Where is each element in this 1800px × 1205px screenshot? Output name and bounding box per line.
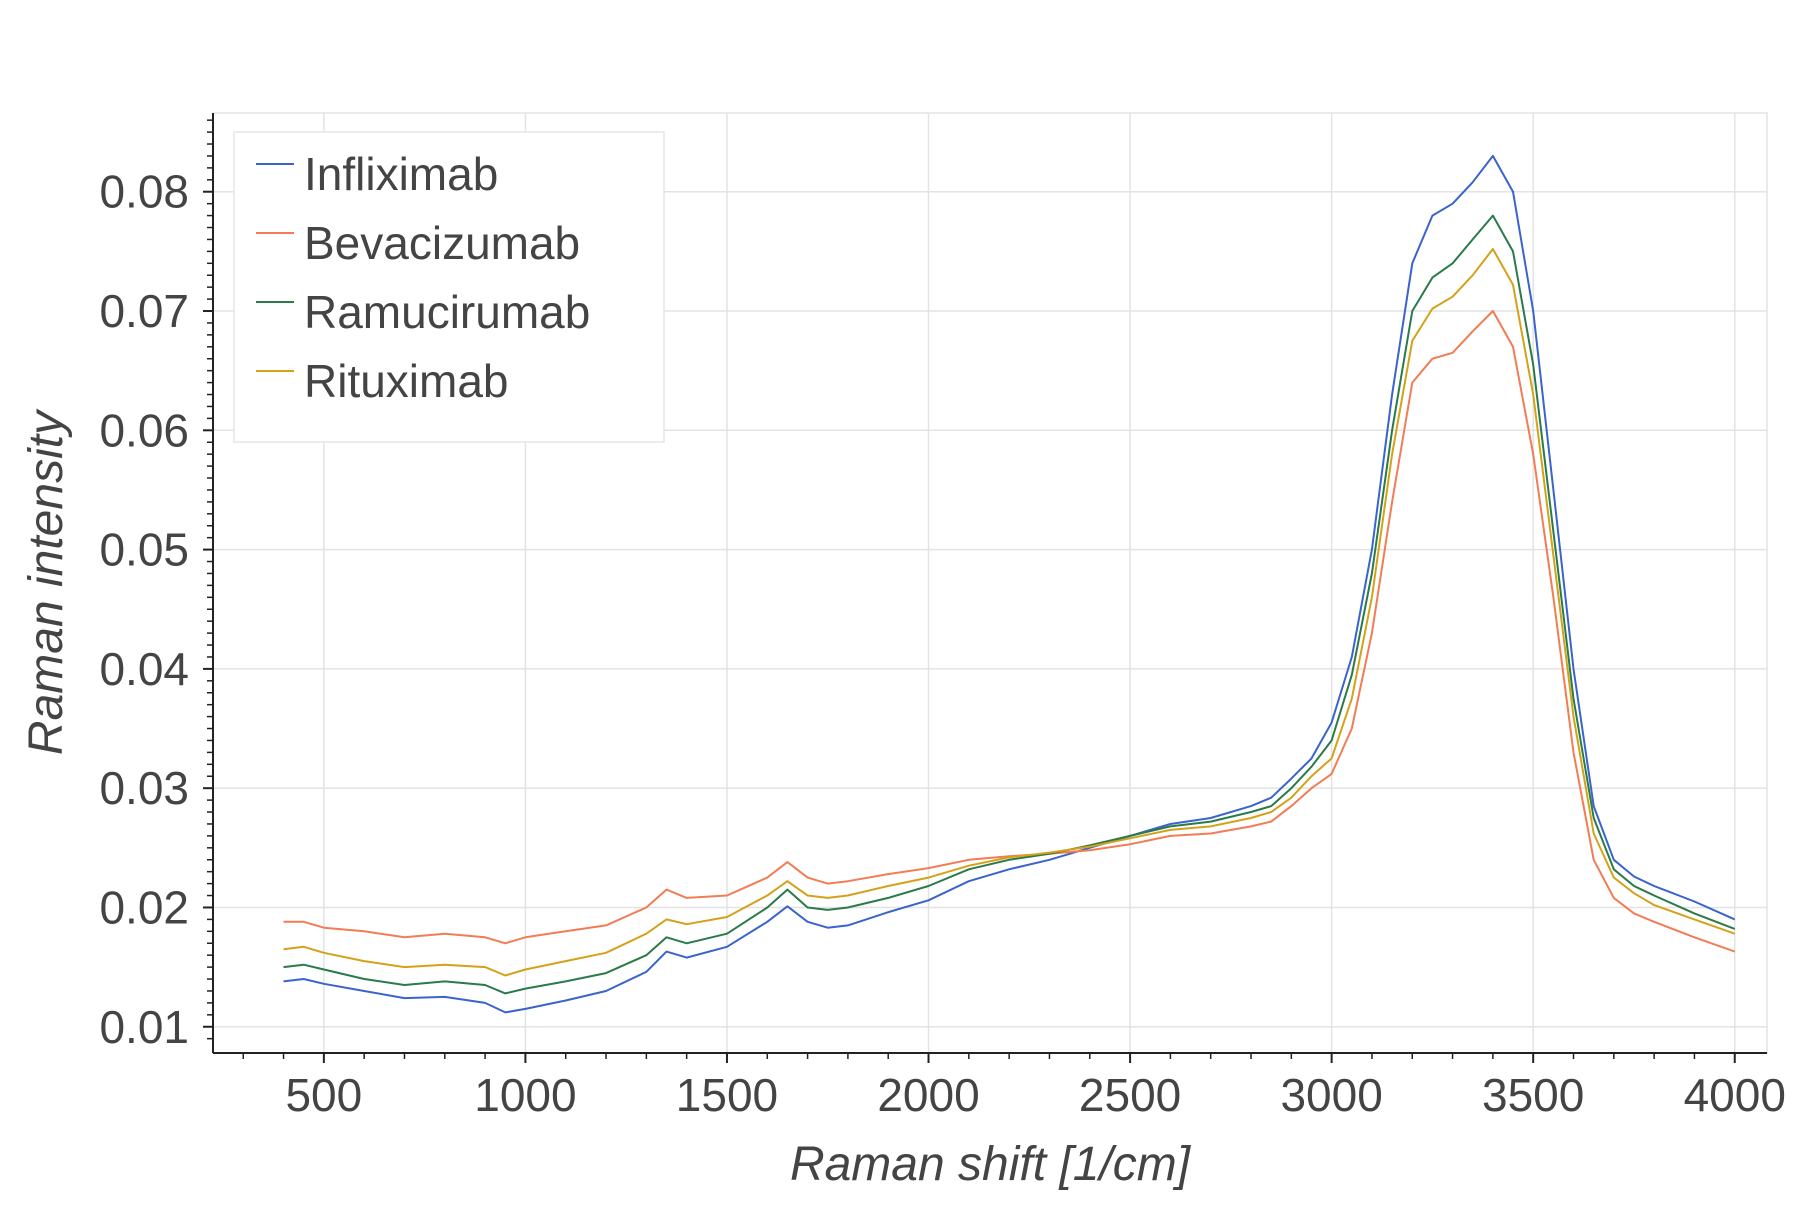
x-tick-label: 4000 [1684, 1069, 1786, 1121]
legend-label: Ramucirumab [304, 286, 590, 338]
x-tick-label: 2000 [877, 1069, 979, 1121]
series-line-ramucirumab [283, 214, 1736, 995]
y-tick-label: 0.04 [99, 643, 189, 695]
y-tick-label: 0.02 [99, 881, 189, 933]
y-tick-label: 0.01 [99, 1001, 189, 1053]
x-axis-title: Raman shift [1/cm] [790, 1138, 1192, 1191]
y-tick-label: 0.08 [99, 166, 189, 218]
y-tick-label: 0.07 [99, 285, 189, 337]
legend-box [233, 131, 665, 443]
series-lines [283, 154, 1736, 1014]
y-tick-label: 0.06 [99, 404, 189, 456]
x-tick-label: 500 [285, 1069, 362, 1121]
x-tick-label: 1500 [676, 1069, 778, 1121]
legend-label: Infliximab [304, 148, 498, 200]
y-tick-label: 0.05 [99, 524, 189, 576]
x-tick-label: 1000 [474, 1069, 576, 1121]
x-tick-label: 2500 [1079, 1069, 1181, 1121]
legend-label: Rituximab [304, 355, 509, 407]
axes: 500 1000 1500 2000 2500 3000 3500 4000 0.01 0.02 0… [99, 113, 1786, 1121]
x-tick-label: 3500 [1482, 1069, 1584, 1121]
series-line-rituximab [283, 248, 1736, 977]
x-tick-label: 3000 [1280, 1069, 1382, 1121]
y-axis-title: Raman intensity [20, 408, 73, 755]
y-tick-label: 0.03 [99, 762, 189, 814]
legend-label: Bevacizumab [304, 217, 580, 269]
legend: Infliximab Bevacizumab Ramucirumab Rituxima… [233, 131, 665, 443]
series-line-bevacizumab [283, 310, 1736, 953]
